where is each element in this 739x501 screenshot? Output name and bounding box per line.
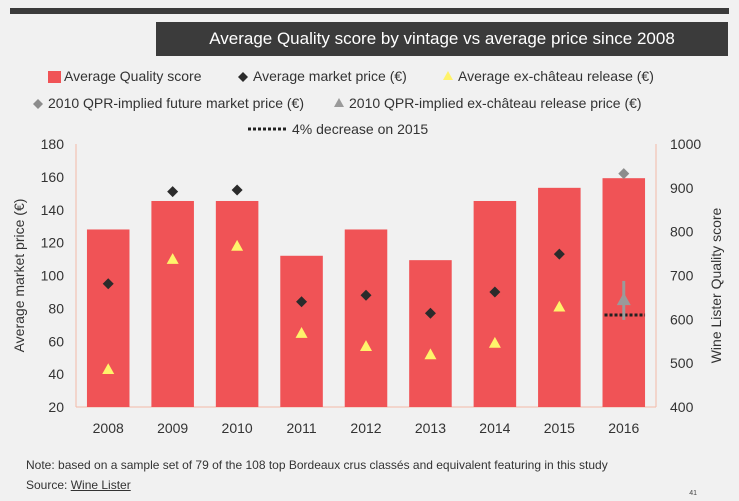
y-left-tick-label: 160 bbox=[41, 169, 65, 185]
legend-grey-diamond-marker bbox=[33, 99, 43, 109]
legend-label: 2010 QPR-implied ex-château release pric… bbox=[349, 95, 642, 111]
market-price-point bbox=[296, 296, 308, 308]
legend-grey-triangle-marker bbox=[334, 98, 344, 107]
y-left-tick-label: 100 bbox=[41, 268, 65, 284]
top-rule bbox=[10, 8, 729, 14]
market-price-point bbox=[360, 289, 372, 301]
quality-score-bar bbox=[473, 200, 517, 407]
quality-score-bar bbox=[151, 200, 194, 407]
market-price-point bbox=[231, 184, 243, 196]
y-left-tick-label: 140 bbox=[41, 202, 65, 218]
ex-chateau-release-point bbox=[360, 340, 372, 351]
y-left-tick-label: 120 bbox=[41, 235, 65, 251]
source-link[interactable]: Wine Lister bbox=[70, 478, 131, 492]
y-right-tick-label: 700 bbox=[670, 268, 694, 284]
x-tick-label: 2012 bbox=[350, 420, 381, 436]
x-tick-label: 2009 bbox=[157, 420, 188, 436]
ex-chateau-release-point bbox=[553, 300, 566, 312]
quality-score-bar bbox=[344, 229, 388, 407]
y-right-tick-label: 400 bbox=[670, 399, 694, 415]
quality-score-bar bbox=[215, 200, 259, 407]
ex-chateau-release-point bbox=[231, 239, 244, 251]
quality-score-bar bbox=[409, 260, 452, 407]
legend-diamond-marker bbox=[238, 72, 248, 82]
footer-source-prefix: Source: bbox=[26, 478, 71, 492]
legend-label: Average Quality score bbox=[64, 68, 202, 84]
y-right-tick-label: 500 bbox=[670, 355, 694, 371]
x-tick-label: 2015 bbox=[544, 420, 575, 436]
x-tick-label: 2014 bbox=[479, 420, 510, 436]
ex-chateau-release-point bbox=[488, 336, 501, 348]
y-left-tick-label: 180 bbox=[41, 136, 65, 152]
x-tick-label: 2013 bbox=[415, 420, 446, 436]
qpr-future-price-point bbox=[618, 168, 630, 180]
y-right-axis-title: Wine Lister Quality score bbox=[708, 207, 724, 363]
ex-chateau-release-point bbox=[295, 327, 308, 338]
ex-chateau-release-point bbox=[166, 253, 179, 264]
legend-label: Average ex-château release (€) bbox=[458, 68, 654, 84]
legend-label: 2010 QPR-implied future market price (€) bbox=[48, 95, 304, 111]
legend-label: 4% decrease on 2015 bbox=[292, 121, 428, 137]
quality-score-bar bbox=[86, 229, 130, 407]
market-price-point bbox=[102, 278, 114, 290]
y-left-tick-label: 60 bbox=[48, 333, 64, 349]
footer-note-block: Note: based on a sample set of 79 of the… bbox=[26, 455, 608, 495]
legend-bar-swatch bbox=[48, 71, 61, 83]
x-tick-label: 2008 bbox=[93, 420, 124, 436]
market-price-point bbox=[489, 286, 501, 298]
footer-note: Note: based on a sample set of 79 of the… bbox=[26, 458, 608, 472]
y-right-tick-label: 1000 bbox=[670, 136, 701, 152]
market-price-point bbox=[424, 307, 436, 319]
y-left-axis-title: Average market price (€) bbox=[11, 199, 27, 353]
market-price-point bbox=[167, 186, 179, 198]
footer-source: Source: Wine Lister bbox=[26, 475, 608, 495]
y-right-tick-label: 600 bbox=[670, 311, 694, 327]
legend-triangle-marker bbox=[443, 71, 453, 80]
ex-chateau-release-point bbox=[102, 363, 115, 374]
chart-title: Average Quality score by vintage vs aver… bbox=[156, 22, 728, 56]
y-left-tick-label: 80 bbox=[48, 300, 64, 316]
y-left-tick-label: 40 bbox=[48, 366, 64, 382]
x-tick-label: 2010 bbox=[222, 420, 253, 436]
y-left-tick-label: 20 bbox=[48, 399, 64, 415]
ex-chateau-release-point bbox=[424, 348, 437, 360]
legend-label: Average market price (€) bbox=[253, 68, 407, 84]
market-price-point bbox=[553, 248, 565, 260]
quality-score-bar bbox=[538, 187, 581, 407]
x-tick-label: 2011 bbox=[287, 420, 317, 436]
y-right-tick-label: 800 bbox=[670, 224, 694, 240]
page-number: 41 bbox=[689, 490, 697, 497]
x-tick-label: 2016 bbox=[608, 420, 639, 436]
y-right-tick-label: 900 bbox=[670, 180, 694, 196]
